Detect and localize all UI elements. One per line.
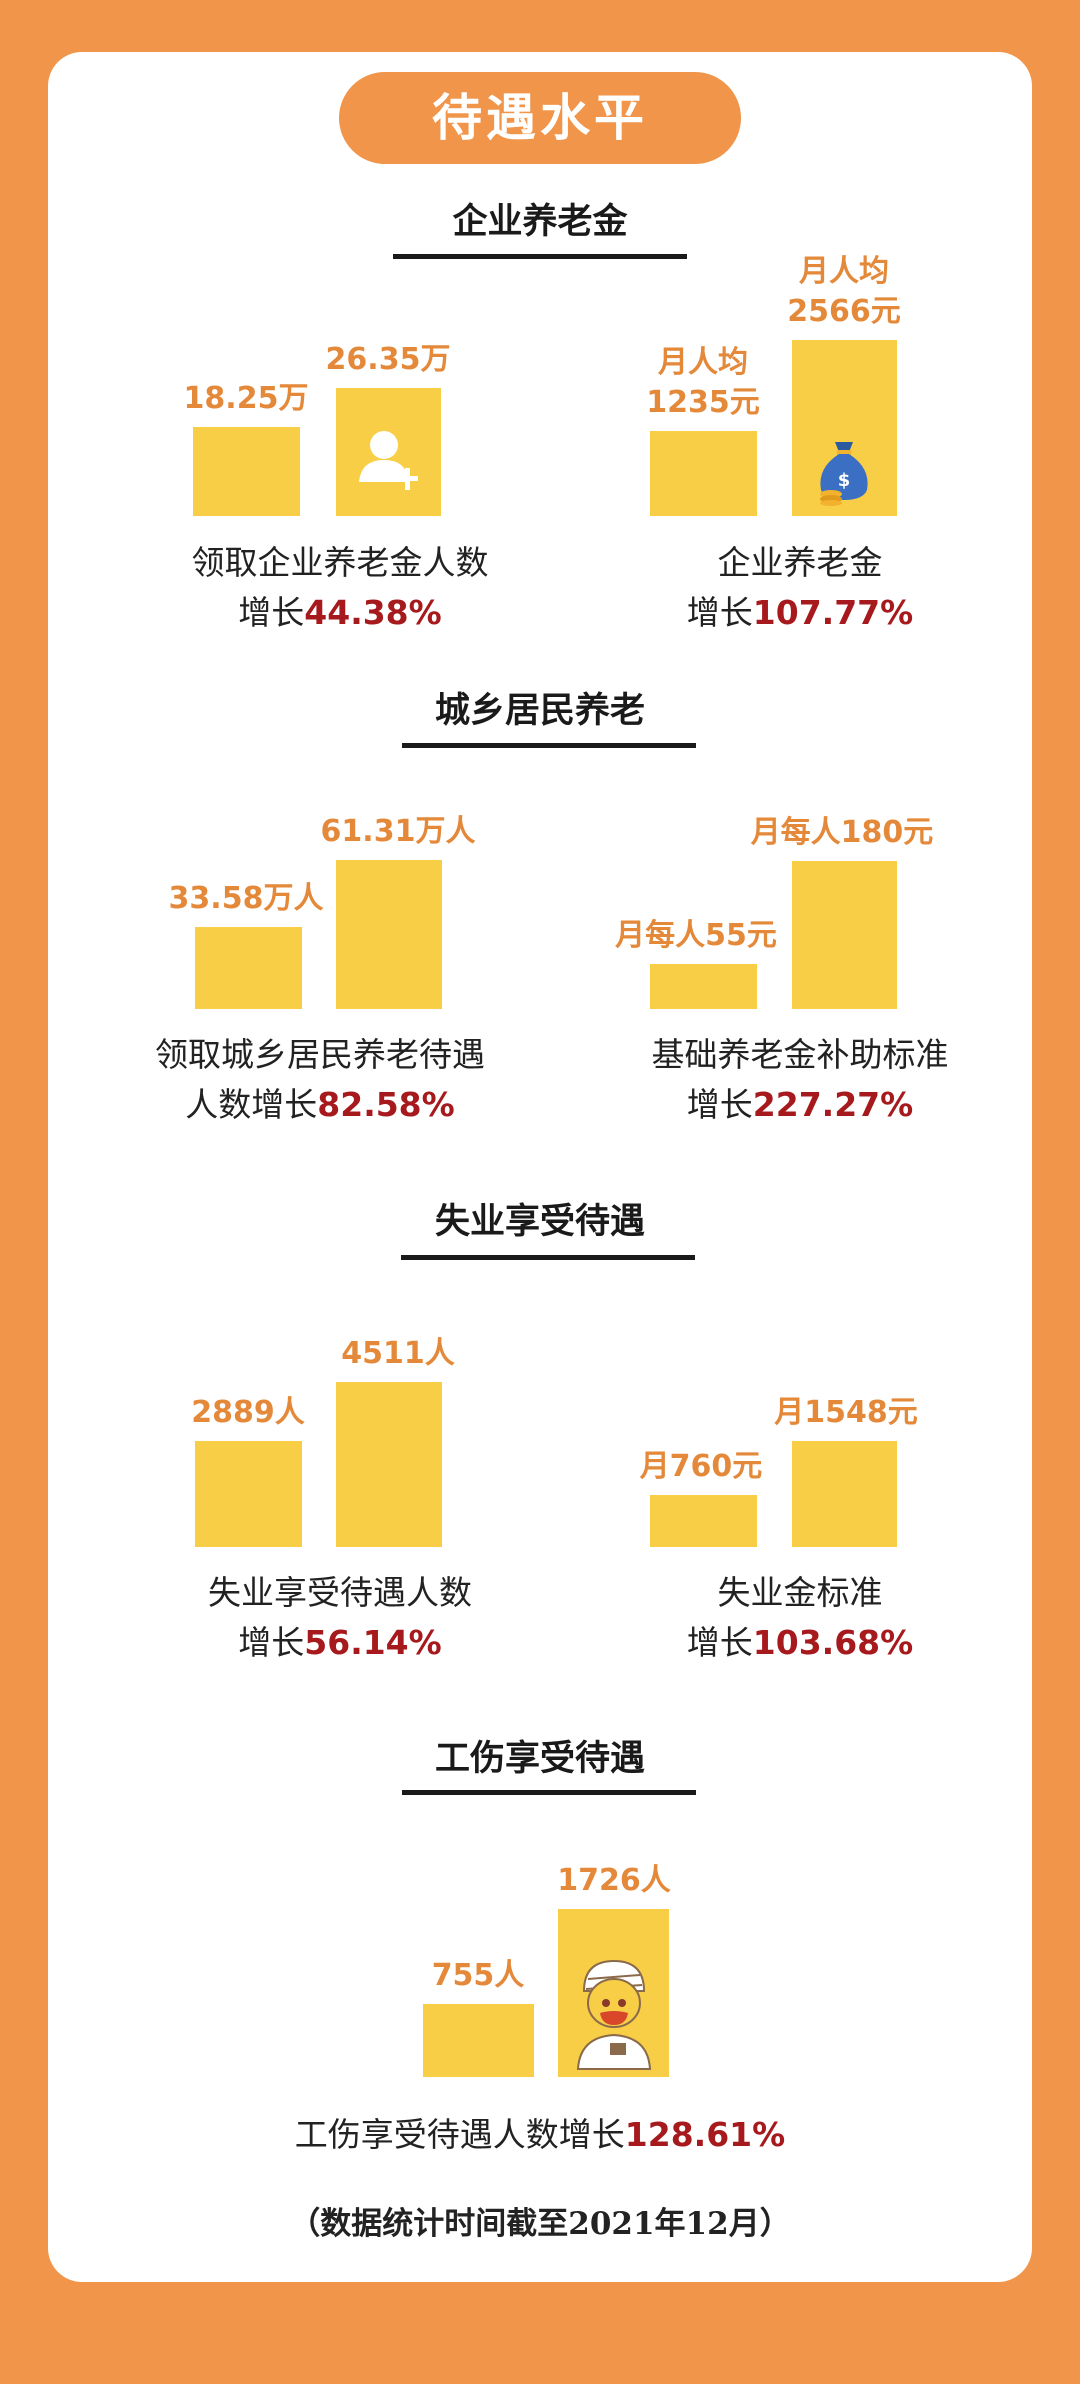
chart-caption: 领取城乡居民养老待遇 人数增长82.58% — [70, 1030, 570, 1130]
chart-caption: 工伤享受待遇人数增长128.61% — [140, 2110, 940, 2160]
bar-before — [423, 2004, 534, 2077]
caption-prefix: 增长 — [238, 1623, 305, 1662]
value-label-before: 月每人55元 — [615, 918, 777, 953]
section-underline — [402, 743, 696, 748]
bar-after — [336, 1382, 442, 1547]
caption-prefix: 增长 — [686, 1085, 753, 1124]
growth-percent: 107.77% — [752, 593, 914, 632]
value-label-after: 61.31万人 — [320, 814, 476, 849]
caption-prefix: 增长 — [238, 593, 305, 632]
section-title-enterprise-pension: 企业养老金 — [452, 202, 628, 242]
section-title-work-injury: 工伤享受待遇 — [434, 1739, 645, 1779]
bar-before — [650, 431, 757, 516]
value-label-after: 月人均 2566元 — [787, 254, 901, 329]
value-label-after: 月每人180元 — [750, 815, 934, 850]
caption-line2: 增长107.77% — [550, 588, 1050, 638]
value-label-before: 2889人 — [191, 1395, 305, 1430]
money-bag-icon: $ — [809, 428, 879, 506]
growth-percent: 44.38% — [304, 593, 442, 632]
caption-line1: 失业享受待遇人数 — [208, 1573, 472, 1612]
bar-after — [792, 861, 897, 1009]
caption-prefix: 工伤享受待遇人数增长 — [294, 2115, 625, 2154]
bar-before — [195, 1441, 302, 1547]
value-label-before: 33.58万人 — [168, 881, 324, 916]
bar-before — [650, 964, 757, 1009]
value-label-before: 月760元 — [639, 1449, 763, 1484]
value-label-after: 1726人 — [557, 1863, 671, 1898]
section-title-unemployment: 失业享受待遇 — [434, 1202, 645, 1242]
bar-before — [195, 927, 302, 1009]
caption-line2: 人数增长82.58% — [70, 1080, 570, 1130]
page-title: 待遇水平 — [339, 72, 741, 164]
data-date-note: （数据统计时间截至2021年12月） — [289, 2206, 791, 2242]
value-label-before: 18.25万 — [183, 381, 309, 416]
injured-worker-icon — [566, 1951, 662, 2071]
bar-after — [792, 1441, 897, 1547]
section-underline — [402, 1790, 696, 1795]
caption-line2: 增长227.27% — [550, 1080, 1050, 1130]
caption-line2: 增长56.14% — [90, 1618, 590, 1668]
chart-caption: 企业养老金 增长107.77% — [550, 538, 1050, 638]
section-underline — [401, 1255, 695, 1260]
caption-line2: 增长44.38% — [90, 588, 590, 638]
growth-percent: 82.58% — [317, 1085, 455, 1124]
caption-line1: 失业金标准 — [717, 1573, 883, 1612]
chart-caption: 失业金标准 增长103.68% — [550, 1568, 1050, 1668]
section-underline — [393, 254, 687, 259]
bar-after — [336, 860, 442, 1009]
chart-caption: 失业享受待遇人数 增长56.14% — [90, 1568, 590, 1668]
caption-prefix: 增长 — [686, 1623, 753, 1662]
caption-line1: 基础养老金补助标准 — [651, 1035, 949, 1074]
caption-prefix: 增长 — [686, 593, 753, 632]
growth-percent: 103.68% — [752, 1623, 914, 1662]
caption-line1: 企业养老金 — [717, 543, 883, 582]
caption-line1: 领取企业养老金人数 — [191, 543, 489, 582]
value-label-after: 4511人 — [341, 1336, 455, 1371]
growth-percent: 227.27% — [752, 1085, 914, 1124]
caption-line2: 增长103.68% — [550, 1618, 1050, 1668]
chart-caption: 基础养老金补助标准 增长227.27% — [550, 1030, 1050, 1130]
value-label-after: 26.35万 — [325, 342, 451, 377]
chart-caption: 领取企业养老金人数 增长44.38% — [90, 538, 590, 638]
value-label-after: 月1548元 — [774, 1395, 918, 1430]
user-add-icon — [353, 424, 423, 494]
value-label-before: 755人 — [431, 1958, 525, 1993]
bar-before — [193, 427, 300, 516]
bar-before — [650, 1495, 757, 1547]
growth-percent: 56.14% — [304, 1623, 442, 1662]
caption-line1: 领取城乡居民养老待遇 — [155, 1035, 485, 1074]
svg-text:$: $ — [838, 470, 851, 491]
value-label-before: 月人均 1235元 — [646, 345, 760, 420]
growth-percent: 128.61% — [624, 2115, 786, 2154]
section-title-urban-rural-pension: 城乡居民养老 — [434, 691, 645, 731]
caption-prefix: 人数增长 — [185, 1085, 318, 1124]
